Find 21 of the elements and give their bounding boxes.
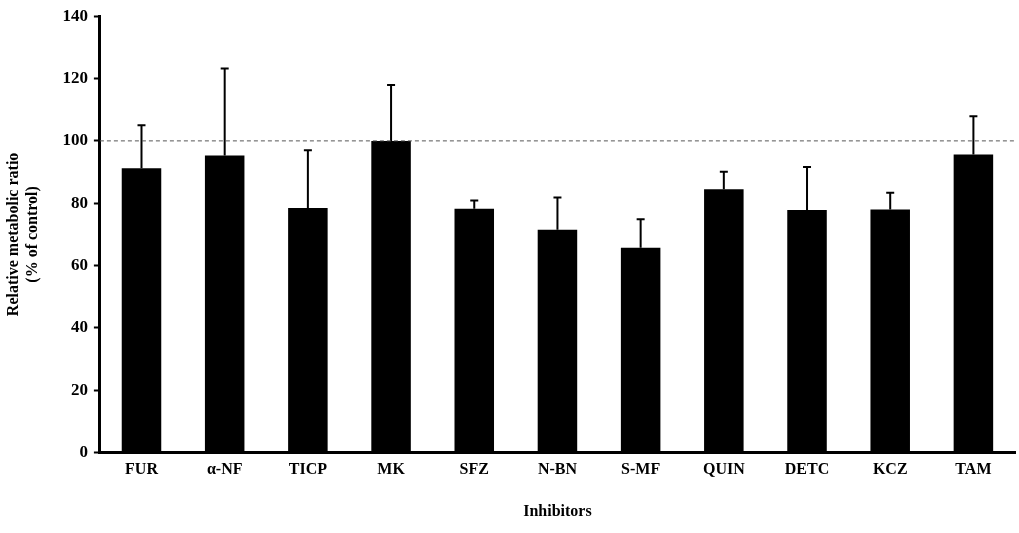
x-tick-label: MK xyxy=(377,460,406,478)
x-axis-title: Inhibitors xyxy=(523,501,592,519)
x-tick-label: N-BN xyxy=(537,460,578,478)
x-tick-label: DETC xyxy=(784,460,830,478)
y-tick-label: 60 xyxy=(70,254,88,274)
y-axis-title: Relative metabolic ratio (% of control) xyxy=(3,152,41,317)
x-tick-label: QUIN xyxy=(702,460,746,478)
y-tick-label: 20 xyxy=(70,379,88,399)
x-tick-label: TAM xyxy=(955,460,992,478)
x-tick-label: S-MF xyxy=(621,460,661,478)
x-tick-label: α-NF xyxy=(206,460,243,478)
x-tick-label: KCZ xyxy=(872,460,908,478)
y-tick-label: 120 xyxy=(62,67,88,87)
y-tick-label: 0 xyxy=(79,441,88,461)
y-tick-label: 80 xyxy=(70,192,88,212)
x-tick-label: TICP xyxy=(288,460,328,478)
x-tick-label: FUR xyxy=(125,460,159,478)
y-tick-label: 100 xyxy=(62,130,88,150)
y-tick-label: 140 xyxy=(62,5,88,25)
x-tick-label: SFZ xyxy=(459,460,489,478)
y-tick-label: 40 xyxy=(70,317,88,337)
